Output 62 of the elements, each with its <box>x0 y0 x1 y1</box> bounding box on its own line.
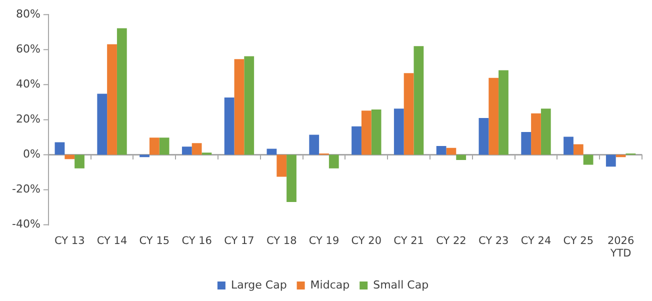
bar <box>564 136 574 155</box>
bar <box>74 154 84 168</box>
bar <box>606 154 616 167</box>
bar <box>107 44 117 155</box>
x-tick-label: CY 19 <box>308 234 340 247</box>
bar <box>192 143 202 155</box>
y-tick-label: 80% <box>16 7 40 20</box>
y-tick-label: -20% <box>12 182 40 196</box>
bar <box>116 28 127 155</box>
x-tick-label: CY 23 <box>478 234 509 247</box>
y-tick-label: 40% <box>16 78 40 91</box>
y-tick-label: 20% <box>16 112 40 126</box>
bar <box>521 132 532 155</box>
legend-label: Large Cap <box>230 278 287 292</box>
bar <box>540 108 551 155</box>
x-tick-label: CY 18 <box>266 234 297 247</box>
x-tick-label: CY 20 <box>351 234 382 247</box>
x-tick-label: CY 14 <box>96 234 128 247</box>
bar <box>488 78 499 155</box>
legend-label: Small Cap <box>373 278 429 292</box>
bar <box>404 73 414 155</box>
bar <box>182 146 192 155</box>
x-tick-label: CY 25 <box>563 234 594 247</box>
x-tick-label: CY 24 <box>520 234 552 247</box>
bar <box>531 113 541 155</box>
y-tick-label: 0% <box>22 148 40 161</box>
bar <box>276 154 287 177</box>
legend-label: Midcap <box>310 278 350 292</box>
x-tick-label: CY 15 <box>139 234 170 247</box>
y-tick-label: 60% <box>16 42 40 56</box>
bar <box>361 110 372 155</box>
x-tick-label: CY 22 <box>436 234 466 247</box>
bar <box>573 144 584 155</box>
bar <box>234 59 244 155</box>
x-tick-label: CY 21 <box>394 234 424 247</box>
bar <box>140 154 150 158</box>
bar <box>436 146 446 155</box>
bar <box>97 94 108 155</box>
bar <box>224 97 234 155</box>
bar <box>159 138 170 155</box>
x-tick-label: CY 17 <box>224 234 254 247</box>
bar <box>328 154 339 168</box>
bar <box>616 154 626 158</box>
x-tick-label: 2026 YTD <box>607 234 634 260</box>
bar <box>583 154 594 165</box>
bar <box>446 148 456 155</box>
bar <box>371 110 382 155</box>
bar <box>414 46 424 155</box>
bar <box>309 134 320 155</box>
bar <box>149 138 160 155</box>
x-tick-label: CY 13 <box>54 234 85 247</box>
y-tick-label: -40% <box>12 218 40 231</box>
bar <box>394 108 404 155</box>
bar <box>54 142 65 155</box>
bar <box>478 118 489 155</box>
bar <box>498 70 508 155</box>
bar <box>244 56 254 155</box>
x-tick-label: CY 16 <box>182 234 212 247</box>
bar <box>64 154 75 160</box>
bar <box>286 154 296 202</box>
bar <box>352 126 362 155</box>
bar <box>456 154 466 160</box>
